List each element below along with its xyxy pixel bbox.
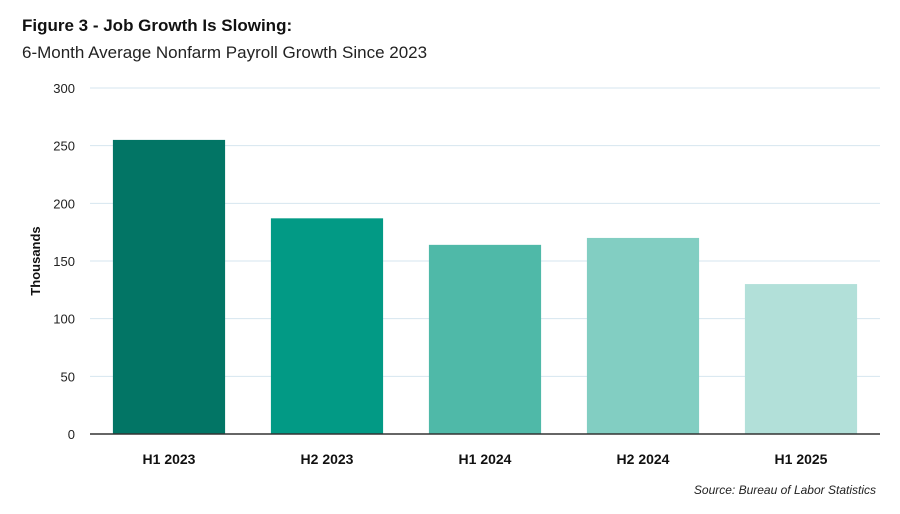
y-axis-label: Thousands <box>28 226 43 295</box>
y-tick-label: 250 <box>53 139 75 154</box>
bar-h2-2024 <box>586 237 700 434</box>
y-tick-label: 200 <box>53 196 75 211</box>
x-axis-categories: H1 2023 H2 2023 H1 2024 H2 2024 H1 2025 <box>143 451 828 467</box>
bar-h2-2023 <box>270 218 384 434</box>
bar-h1-2024 <box>428 244 542 434</box>
source-note: Source: Bureau of Labor Statistics <box>693 483 876 497</box>
x-category-label: H1 2024 <box>459 451 512 467</box>
y-tick-label: 50 <box>61 369 75 384</box>
x-category-label: H1 2023 <box>143 451 196 467</box>
chart-title: Figure 3 - Job Growth Is Slowing: <box>22 16 293 35</box>
y-axis-ticks: 0 50 100 150 200 250 300 <box>53 81 75 442</box>
y-tick-label: 300 <box>53 81 75 96</box>
bar-h1-2025 <box>744 284 858 434</box>
chart-subtitle: 6-Month Average Nonfarm Payroll Growth S… <box>22 43 428 62</box>
bar-h1-2023 <box>112 139 226 434</box>
x-category-label: H2 2023 <box>301 451 354 467</box>
x-category-label: H1 2025 <box>775 451 828 467</box>
bars <box>112 139 858 434</box>
y-tick-label: 0 <box>68 427 75 442</box>
y-tick-label: 150 <box>53 254 75 269</box>
y-tick-label: 100 <box>53 312 75 327</box>
x-category-label: H2 2024 <box>617 451 670 467</box>
